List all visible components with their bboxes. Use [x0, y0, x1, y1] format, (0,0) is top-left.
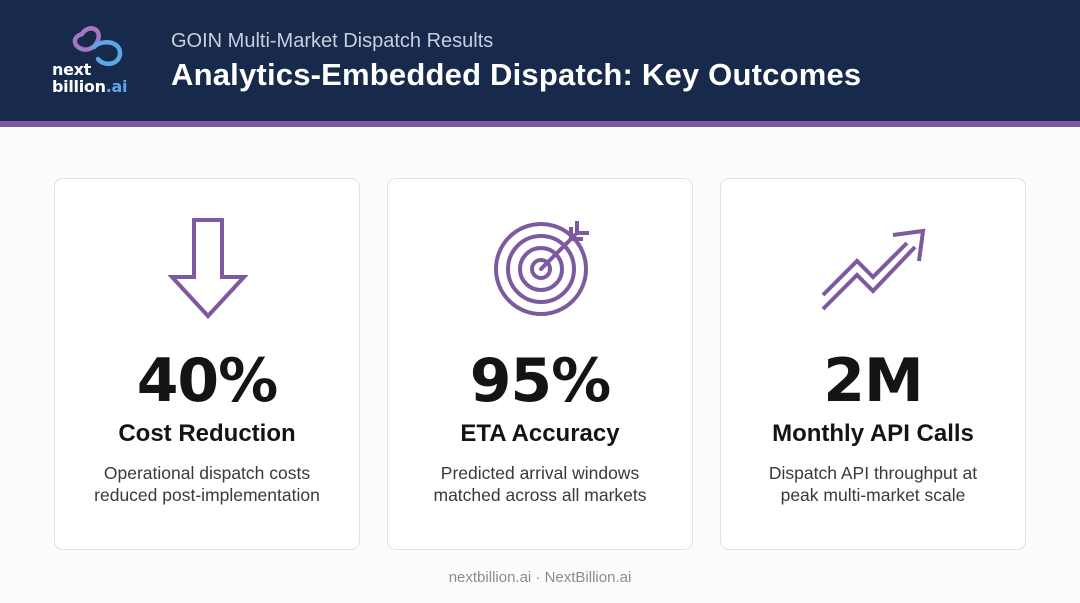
- logo-wordmark: next billion.ai: [52, 61, 127, 95]
- target-icon: [491, 213, 591, 323]
- desc-line-1: Dispatch API throughput at: [768, 463, 978, 483]
- metric-description: Dispatch API throughput at peak multi-ma…: [731, 462, 1015, 506]
- footer-credit: nextbillion.ai · NextBillion.ai: [448, 569, 632, 586]
- metric-description: Operational dispatch costs reduced post-…: [65, 462, 349, 506]
- logo-line-1: next: [52, 60, 92, 79]
- desc-line-2: matched across all markets: [433, 485, 647, 505]
- header-accent-stripe: [0, 121, 1080, 127]
- desc-line-2: reduced post-implementation: [94, 485, 320, 505]
- trend-up-icon: [819, 213, 931, 323]
- page-subtitle: GOIN Multi-Market Dispatch Results: [171, 30, 494, 52]
- metric-card-cost-reduction: 40% Cost Reduction Operational dispatch …: [54, 178, 360, 550]
- metric-label: ETA Accuracy: [460, 420, 620, 447]
- desc-line-2: peak multi-market scale: [780, 485, 966, 505]
- logo-ai-suffix: .ai: [105, 77, 128, 96]
- nextbillion-logo[interactable]: next billion.ai: [52, 25, 128, 97]
- metric-description: Predicted arrival windows matched across…: [398, 462, 682, 506]
- logo-line-2: billion.ai: [52, 78, 127, 95]
- metric-card-eta-accuracy: 95% ETA Accuracy Predicted arrival windo…: [387, 178, 693, 550]
- metric-value: 95%: [469, 346, 612, 416]
- page-title: Analytics-Embedded Dispatch: Key Outcome…: [171, 57, 862, 92]
- desc-line-1: Operational dispatch costs: [103, 463, 311, 483]
- down-arrow-icon: [158, 213, 258, 323]
- logo-billion: billion: [52, 77, 106, 96]
- metric-value: 40%: [136, 346, 279, 416]
- header-bar: next billion.ai GOIN Multi-Market Dispat…: [0, 0, 1080, 121]
- desc-line-1: Predicted arrival windows: [440, 463, 640, 483]
- logo-mark-icon: [72, 26, 123, 67]
- metric-card-monthly-api-calls: 2M Monthly API Calls Dispatch API throug…: [720, 178, 1026, 550]
- metric-value: 2M: [823, 346, 923, 416]
- metric-label: Monthly API Calls: [772, 420, 974, 447]
- metric-label: Cost Reduction: [118, 420, 296, 447]
